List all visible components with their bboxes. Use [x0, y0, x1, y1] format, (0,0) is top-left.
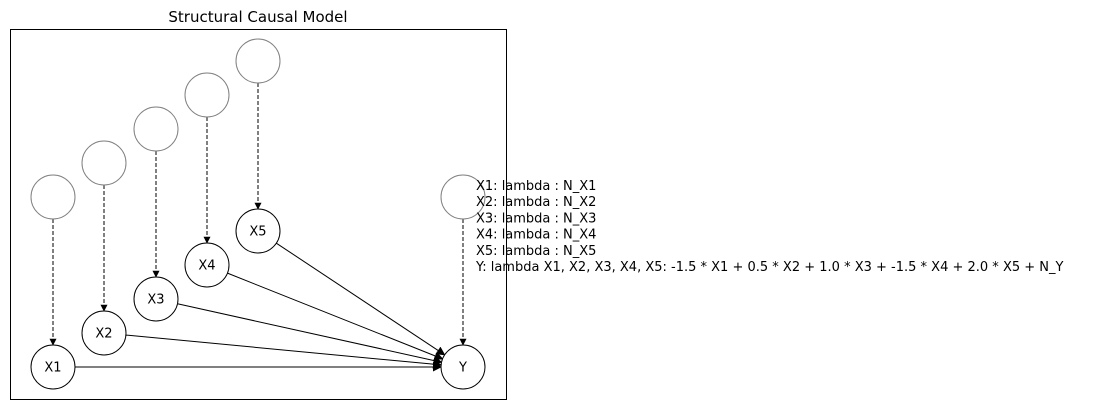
- node-x2: X2: [81, 310, 127, 356]
- diagram-title: Structural Causal Model: [168, 8, 347, 26]
- node-circle: [30, 344, 76, 390]
- node-label-y: Y: [458, 361, 467, 376]
- equation-line: X5: lambda : N_X5: [476, 244, 596, 259]
- noise-node-y: [440, 174, 486, 220]
- edge-x2-to-y: [125, 334, 442, 369]
- node-x4: X4: [184, 242, 230, 288]
- equation-line: X4: lambda : N_X4: [476, 228, 596, 243]
- node-label-x3: X3: [147, 293, 164, 308]
- nodes-layer: X1 X2 X3 X4 X5 Y: [30, 208, 486, 390]
- equation-line: Y: lambda X1, X2, X3, X4, X5: -1.5 * X1 …: [475, 260, 1063, 275]
- edge-x4-to-y: [227, 272, 444, 361]
- node-circle: [184, 242, 230, 288]
- node-circle: [81, 310, 127, 356]
- node-label-x2: X2: [95, 327, 112, 342]
- noise-layer: [30, 38, 486, 346]
- noise-node-x2: [81, 140, 127, 186]
- node-label-x4: X4: [198, 259, 215, 274]
- node-circle: [440, 344, 486, 390]
- plot-frame: [10, 29, 507, 400]
- node-label-x5: X5: [249, 225, 266, 240]
- node-circle: [235, 208, 281, 254]
- equation-line: X3: lambda : N_X3: [476, 211, 596, 226]
- noise-node-x5: [235, 38, 281, 84]
- equation-line: X1: lambda : N_X1: [476, 179, 596, 194]
- edge-x5-to-y: [276, 242, 446, 356]
- edge-x3-to-y: [177, 303, 443, 365]
- node-x3: X3: [133, 276, 179, 322]
- node-label-x1: X1: [44, 361, 61, 376]
- noise-node-x1: [30, 174, 76, 220]
- noise-node-x4: [184, 72, 230, 118]
- node-y: Y: [440, 344, 486, 390]
- node-x1: X1: [30, 344, 76, 390]
- equation-line: X2: lambda : N_X2: [476, 195, 596, 210]
- node-circle: [133, 276, 179, 322]
- noise-node-x3: [133, 106, 179, 152]
- edges-layer: [75, 242, 446, 372]
- node-x5: X5: [235, 208, 281, 254]
